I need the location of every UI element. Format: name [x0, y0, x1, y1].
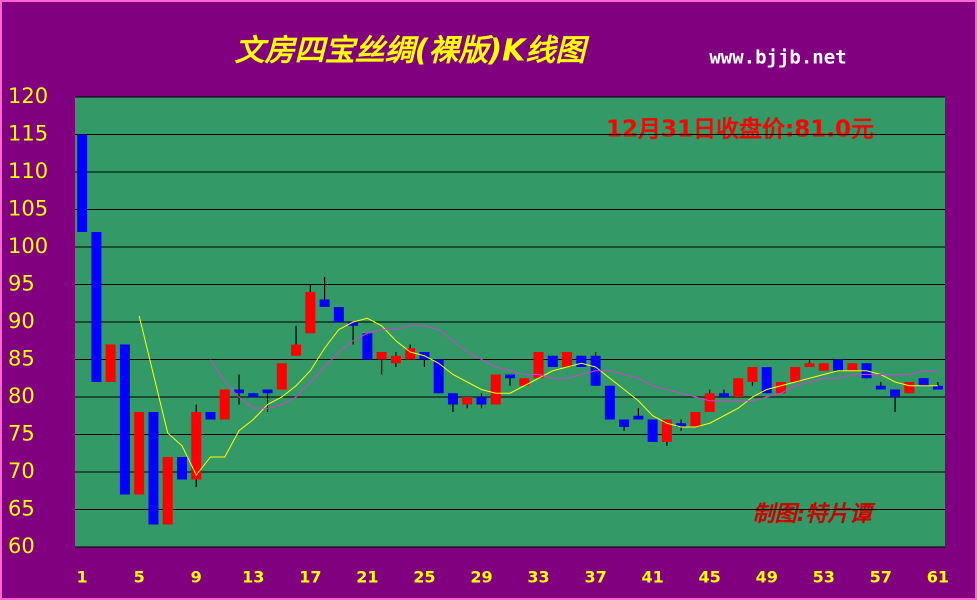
candle-body — [818, 363, 829, 371]
y-tick-label: 110 — [8, 159, 48, 183]
candle-body — [690, 412, 701, 427]
candle-body — [875, 385, 886, 390]
candle-body — [134, 412, 145, 495]
candle-body — [376, 352, 387, 360]
y-tick-label: 95 — [8, 272, 35, 296]
candle-body — [733, 378, 744, 397]
x-tick-label: 41 — [641, 568, 663, 587]
candle-body — [633, 415, 644, 420]
x-tick-label: 45 — [699, 568, 721, 587]
candle-body — [747, 367, 758, 382]
candle-body — [890, 389, 901, 397]
candle-body — [162, 457, 173, 525]
candle-body — [775, 382, 786, 394]
y-tick-label: 120 — [8, 84, 48, 108]
candle-body — [505, 374, 515, 379]
x-tick-label: 9 — [191, 568, 202, 587]
candle-body — [790, 367, 801, 382]
credit: 制图:特片谭 — [753, 502, 877, 527]
candle-body — [390, 355, 401, 364]
candle-body — [433, 359, 444, 394]
y-tick-label: 100 — [8, 234, 48, 258]
moving-average-line — [210, 325, 938, 409]
candle-body — [91, 232, 102, 382]
candle-body — [319, 299, 330, 307]
candle-body — [262, 389, 273, 394]
candle-body — [661, 419, 672, 442]
moving-average-line — [138, 315, 938, 476]
candle-body — [305, 292, 316, 334]
candle-body — [248, 393, 259, 397]
candle-body — [191, 412, 202, 480]
candle-body — [476, 397, 487, 405]
annotation: 12月31日收盘价:81.0元 — [606, 116, 874, 143]
y-tick-label: 115 — [8, 122, 48, 146]
x-tick-label: 13 — [242, 568, 264, 587]
candle-body — [761, 367, 772, 394]
x-tick-label: 57 — [870, 568, 892, 587]
y-tick-label: 65 — [8, 497, 35, 521]
x-tick-label: 17 — [299, 568, 321, 587]
x-tick-label: 49 — [756, 568, 778, 587]
candle-body — [932, 385, 943, 390]
y-tick-label: 105 — [8, 197, 48, 221]
candle-body — [176, 457, 187, 480]
candle-body — [119, 344, 130, 495]
candle-body — [833, 359, 844, 371]
x-tick-label: 21 — [356, 568, 378, 587]
y-tick-label: 70 — [8, 459, 35, 483]
y-tick-label: 80 — [8, 384, 35, 408]
candle-body — [647, 419, 658, 442]
candle-body — [447, 393, 458, 405]
x-tick-label: 1 — [77, 568, 88, 587]
x-tick-label: 5 — [134, 568, 145, 587]
candle-body — [604, 385, 615, 420]
chart-title: 文房四宝丝绸(裸版)K线图 — [235, 34, 591, 69]
candle-body — [562, 352, 573, 367]
candle-body — [105, 344, 116, 382]
y-tick-label: 85 — [8, 347, 35, 371]
x-tick-label: 53 — [813, 568, 835, 587]
x-tick-label: 33 — [527, 568, 549, 587]
x-tick-label: 25 — [413, 568, 435, 587]
x-tick-label: 29 — [470, 568, 492, 587]
candle-body — [918, 378, 929, 386]
candle-body — [405, 348, 416, 360]
candle-body — [234, 389, 245, 394]
candle-body — [519, 378, 530, 386]
candle-body — [619, 419, 630, 427]
x-tick-label: 37 — [584, 568, 606, 587]
chart-subtitle: www.bjjb.net — [709, 47, 846, 69]
y-tick-label: 60 — [8, 534, 35, 558]
candle-body — [804, 363, 815, 367]
candle-body — [77, 134, 88, 232]
candle-body — [362, 333, 373, 360]
candle-body — [291, 344, 302, 356]
candle-body — [462, 397, 473, 405]
candle-body — [205, 412, 216, 420]
candle-body — [219, 389, 230, 420]
candle-body — [490, 374, 501, 405]
candle-body — [348, 322, 359, 326]
candle-body — [676, 423, 687, 427]
x-tick-label: 61 — [927, 568, 949, 587]
candle-body — [904, 382, 915, 394]
y-tick-label: 90 — [8, 309, 35, 333]
candle-body — [533, 352, 544, 379]
candle-body — [276, 363, 287, 390]
candle-body — [148, 412, 159, 525]
y-tick-label: 75 — [8, 422, 35, 446]
candle-body — [847, 363, 858, 371]
candle-body — [704, 393, 715, 412]
candle-body — [333, 307, 344, 322]
candle-body — [576, 355, 587, 367]
candle-body — [718, 393, 729, 397]
candle-body — [547, 355, 558, 367]
